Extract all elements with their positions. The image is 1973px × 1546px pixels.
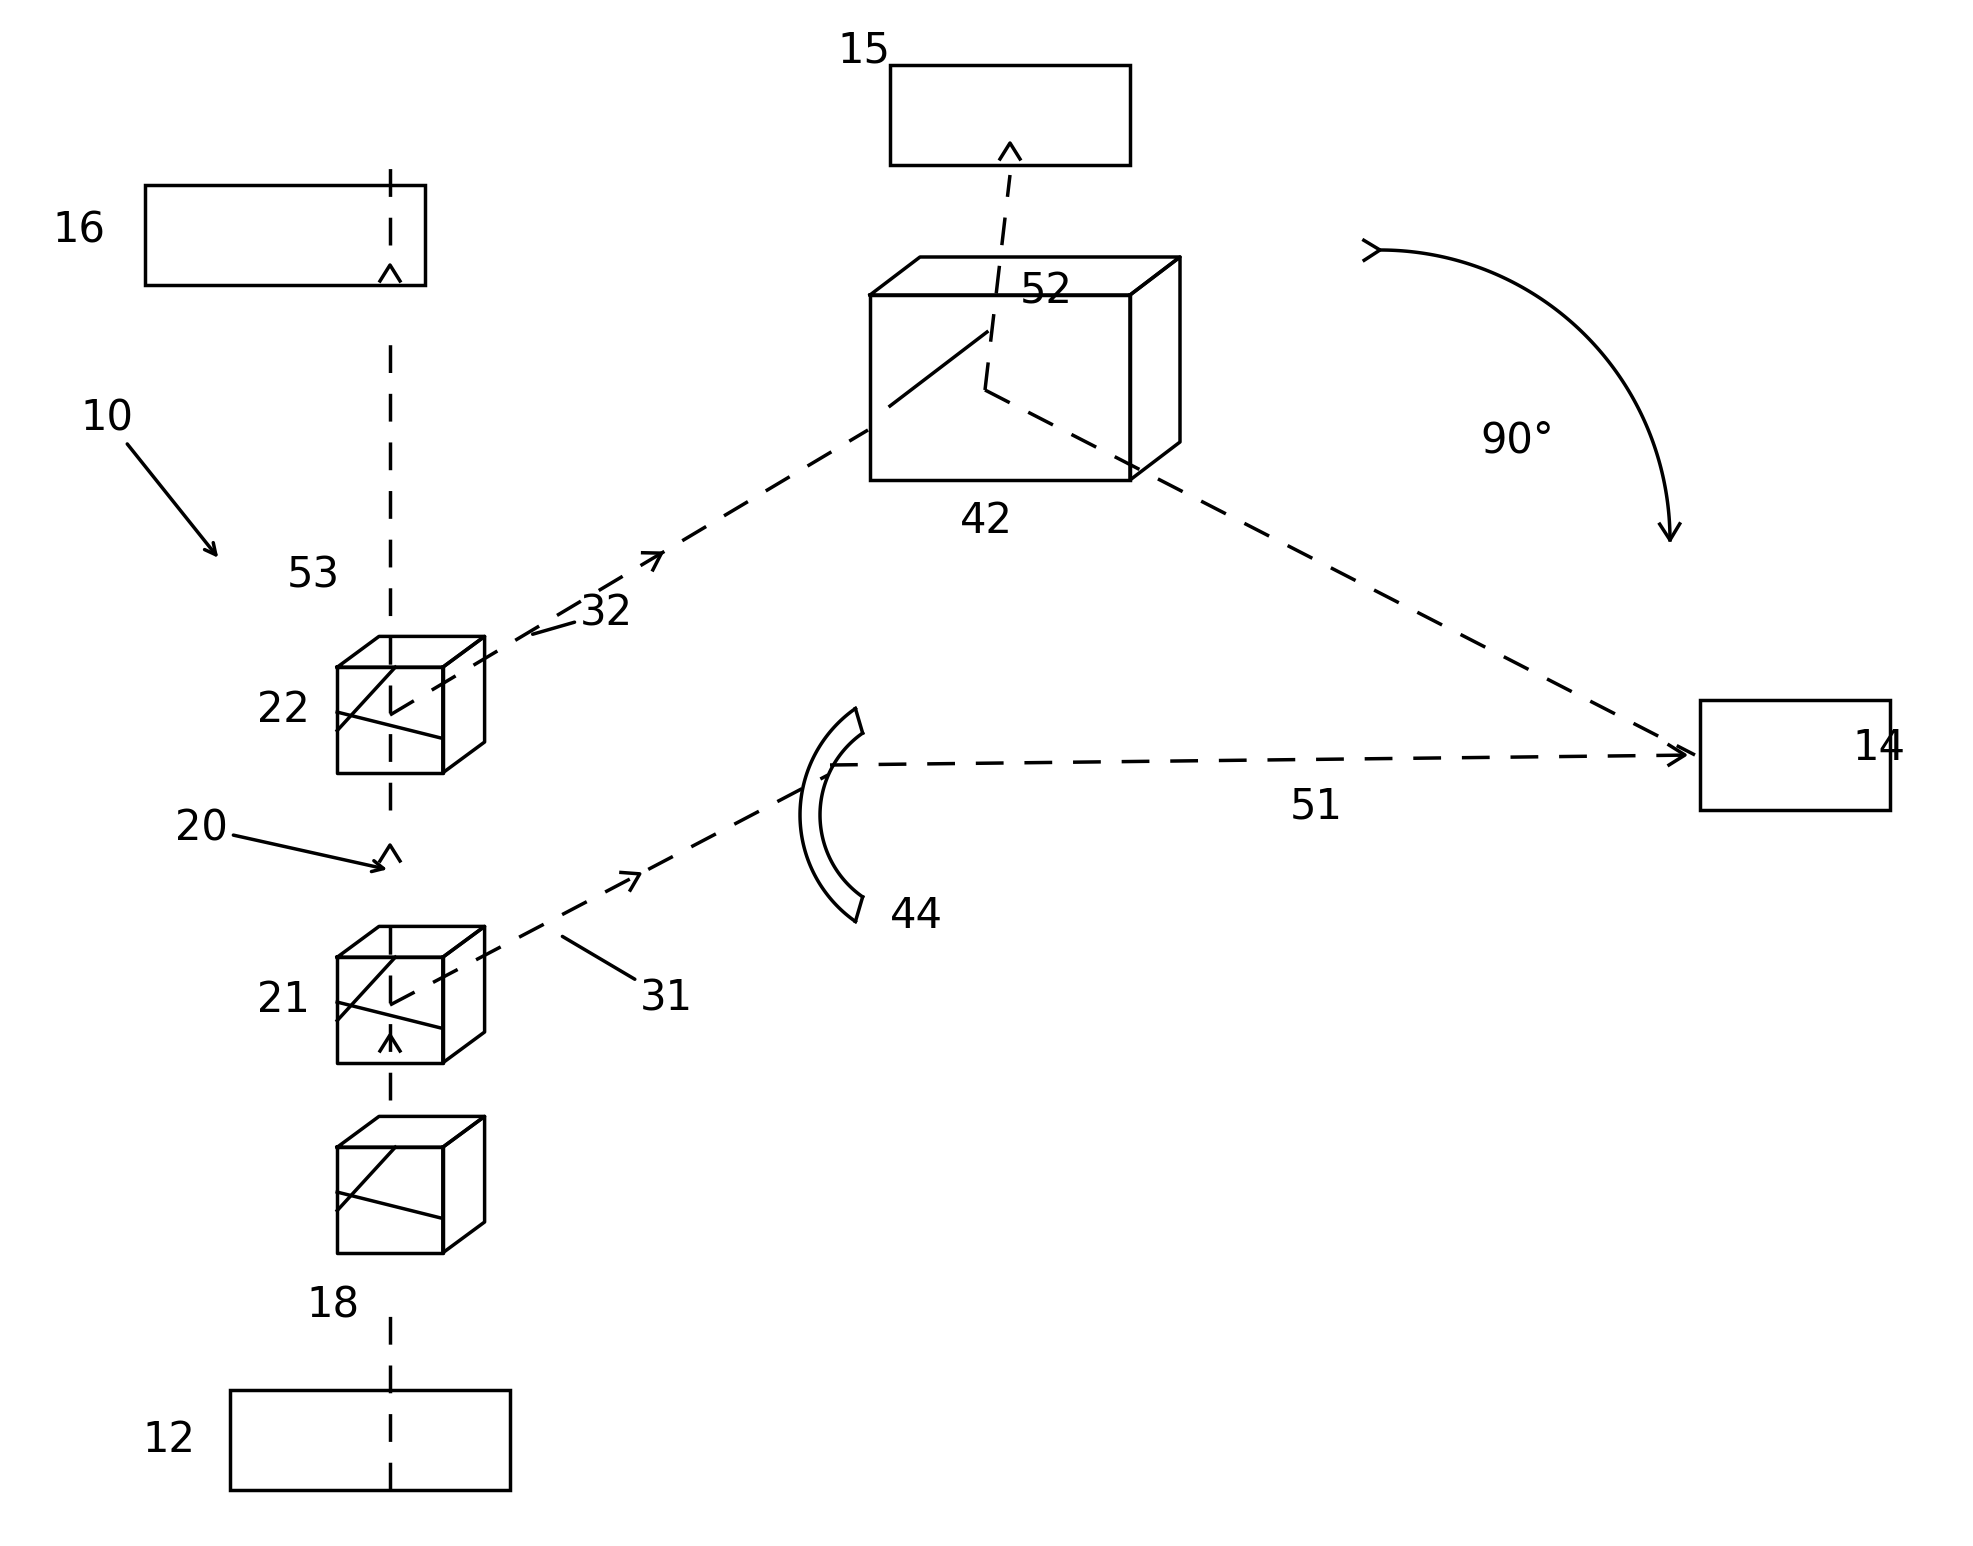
Text: 22: 22 xyxy=(256,690,310,731)
Text: 90°: 90° xyxy=(1480,419,1553,461)
Bar xyxy=(890,65,1129,165)
Text: 51: 51 xyxy=(1288,785,1342,827)
Text: 18: 18 xyxy=(306,1285,359,1326)
Text: 44: 44 xyxy=(890,895,943,937)
Text: 52: 52 xyxy=(1020,271,1073,312)
Text: 14: 14 xyxy=(1851,727,1904,768)
Text: 32: 32 xyxy=(533,592,633,634)
Text: 16: 16 xyxy=(51,209,105,250)
Text: 10: 10 xyxy=(81,397,215,555)
Bar xyxy=(231,1390,509,1490)
Text: 12: 12 xyxy=(142,1419,195,1461)
Text: 20: 20 xyxy=(176,807,383,872)
Text: 15: 15 xyxy=(837,29,890,71)
Text: 42: 42 xyxy=(959,499,1012,543)
Text: 21: 21 xyxy=(256,979,310,1020)
Bar xyxy=(1699,700,1888,810)
Bar xyxy=(144,186,424,284)
Text: 53: 53 xyxy=(286,553,339,597)
Bar xyxy=(870,295,1129,479)
Text: 31: 31 xyxy=(562,937,693,1019)
